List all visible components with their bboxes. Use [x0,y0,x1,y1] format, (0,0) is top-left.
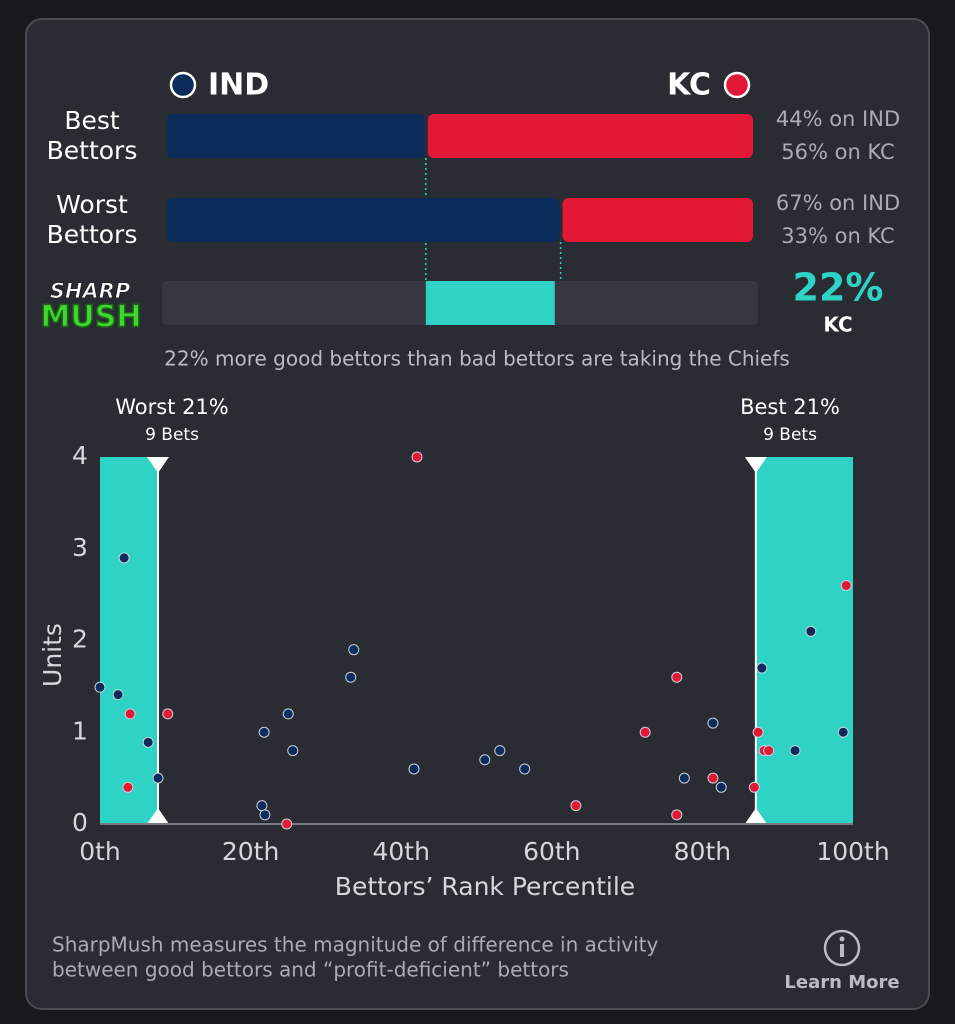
ind-share: 44% on IND [776,107,900,131]
point [707,772,719,784]
sharp-value: 22% [793,266,884,310]
region [100,457,158,824]
point [122,781,134,793]
row-label: Worst [56,190,128,219]
point [639,726,651,738]
point [494,745,506,757]
y-tick-label: 3 [72,533,88,562]
y-tick-label: 4 [72,441,88,470]
x-tick-label: 100th [816,837,889,866]
point [715,781,727,793]
point [840,579,852,591]
region-label: Worst 21% [115,395,229,419]
y-tick-label: 2 [72,625,88,654]
x-tick-label: 20th [222,837,279,866]
learn-more[interactable]: Learn More [784,972,899,993]
sharp-team: KC [823,313,852,337]
logo-line: SHARP [50,279,131,303]
point [142,736,154,748]
legend-marker [723,71,751,99]
region-count: 9 Bets [763,425,817,445]
ind-share: 67% on IND [776,191,900,215]
region-handle [146,808,169,824]
y-axis-title: Units [38,623,67,687]
region [755,457,853,824]
sharp-caption: 22% more good bettors than bad bettors a… [164,347,790,371]
point [348,644,360,656]
x-tick-label: 40th [372,837,429,866]
point [124,708,136,720]
point [763,745,775,757]
point [345,671,357,683]
point [282,708,294,720]
point [837,726,849,738]
point [287,745,299,757]
point [707,717,719,729]
point [256,800,268,812]
point [570,800,582,812]
info-circle [823,929,861,967]
row-label: Best [64,106,120,135]
kc-bar [427,114,753,158]
kc-share: 33% on KC [781,224,894,248]
point [152,772,164,784]
logo-line: MUSH [41,300,142,335]
legend-label: IND [208,68,269,103]
legend-label: KC [667,68,711,103]
point [408,763,420,775]
info-icon[interactable] [823,929,861,967]
info-stem [840,944,844,957]
point [259,809,271,821]
x-axis-title: Bettors’ Rank Percentile [335,872,635,901]
info-dot [839,936,845,942]
region-handle [744,457,767,473]
region-handle [146,457,169,473]
region-count: 9 Bets [145,425,199,445]
ind-bar [167,198,560,242]
point [258,726,270,738]
row-label: Bettors [47,220,138,249]
point [805,625,817,637]
row-label: Bettors [47,136,138,165]
point [671,671,683,683]
point [519,763,531,775]
point [118,552,130,564]
sharp-bar [425,281,555,325]
point [752,726,764,738]
y-tick-label: 0 [72,808,88,837]
x-tick-label: 80th [674,837,731,866]
point [671,809,683,821]
footer-text: SharpMush measures the magnitude of diff… [52,933,659,957]
x-tick-label: 60th [523,837,580,866]
point [748,781,760,793]
point [281,818,293,830]
point [94,681,106,693]
point [411,451,423,463]
point [756,662,768,674]
point [112,689,124,701]
point [162,708,174,720]
point [678,772,690,784]
point [479,754,491,766]
point [789,745,801,757]
legend-marker [169,71,197,99]
kc-bar [562,198,753,242]
region-label: Best 21% [740,395,840,419]
x-tick-label: 0th [79,837,121,866]
footer-text: between good bettors and “profit-deficie… [52,958,569,982]
region-handle [744,808,767,824]
kc-share: 56% on KC [781,140,894,164]
ind-bar [167,114,425,158]
card [25,18,930,1010]
y-tick-label: 1 [72,716,88,745]
